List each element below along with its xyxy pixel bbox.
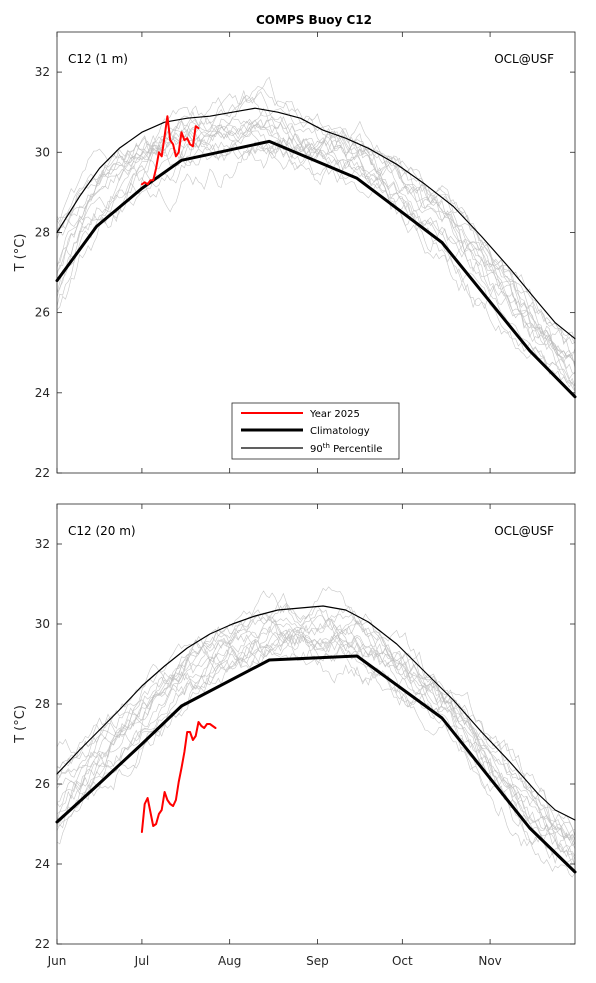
series-year (140, 721, 217, 833)
y-tick-label: 22 (35, 937, 50, 951)
panel-1m: 22 24 26 28 30 32 T (°C) C12 (1 m) OCL@USF (13, 31, 577, 480)
y-tick-label: 24 (35, 857, 50, 871)
history-trace (56, 141, 576, 380)
history-trace (56, 631, 576, 857)
history-trace (56, 116, 576, 365)
history-trace (56, 586, 576, 837)
legend: Year 2025 Climatology 90th Percentile (231, 402, 400, 460)
figure-title: COMPS Buoy C12 (256, 13, 372, 27)
history-trace (56, 91, 576, 387)
x-tick-label: Oct (392, 954, 413, 968)
panel-label: C12 (20 m) (68, 524, 136, 538)
history-trace (56, 116, 576, 375)
y-tick-label: 22 (35, 466, 50, 480)
history-trace (56, 85, 576, 345)
panel-label: C12 (1 m) (68, 52, 128, 66)
axes-frame (56, 503, 576, 945)
y-tick-label: 30 (35, 617, 50, 631)
y-tick-label: 28 (35, 697, 50, 711)
x-tick-label: Jun (47, 954, 67, 968)
history-trace (56, 617, 576, 850)
series-percentile (56, 107, 576, 340)
series-climatology (55, 139, 577, 399)
history-trace (56, 120, 576, 359)
legend-label-year: Year 2025 (309, 409, 360, 420)
y-tick-label: 26 (35, 777, 50, 791)
x-tick-label: Nov (478, 954, 501, 968)
y-axis-label: T (°C) (13, 705, 28, 744)
y-tick-label: 26 (35, 306, 50, 320)
history-trace (56, 646, 576, 878)
legend-label-percentile: 90th Percentile (310, 442, 382, 455)
x-tick-label: Aug (218, 954, 241, 968)
credit-label: OCL@USF (494, 524, 554, 538)
history-trace (56, 146, 576, 368)
history-trace (56, 606, 576, 848)
history-trace (56, 609, 576, 866)
series-percentile (56, 605, 576, 821)
history-trace (56, 111, 576, 367)
history-traces (56, 76, 576, 392)
history-trace (56, 140, 576, 392)
history-traces (56, 586, 576, 878)
history-trace (56, 628, 576, 866)
history-trace (56, 89, 576, 346)
y-tick-label: 28 (35, 225, 50, 239)
legend-label-climatology: Climatology (310, 426, 370, 437)
series-climatology (55, 654, 577, 874)
panel-20m: 22 24 26 28 30 32 Jun Jul Aug Sep Oct Nov T (°C) C12 … (13, 503, 577, 968)
credit-label: OCL@USF (494, 52, 554, 66)
y-tick-label: 32 (35, 537, 50, 551)
history-trace (56, 590, 576, 841)
series-year (140, 115, 200, 186)
history-trace (56, 615, 576, 837)
y-tick-label: 32 (35, 65, 50, 79)
history-trace (56, 126, 576, 387)
y-axis-label: T (°C) (13, 234, 28, 273)
y-tick-label: 24 (35, 386, 50, 400)
x-tick-label: Jul (134, 954, 149, 968)
history-trace (56, 609, 576, 836)
y-tick-label: 30 (35, 145, 50, 159)
axes-frame (56, 31, 576, 474)
x-tick-label: Sep (306, 954, 329, 968)
